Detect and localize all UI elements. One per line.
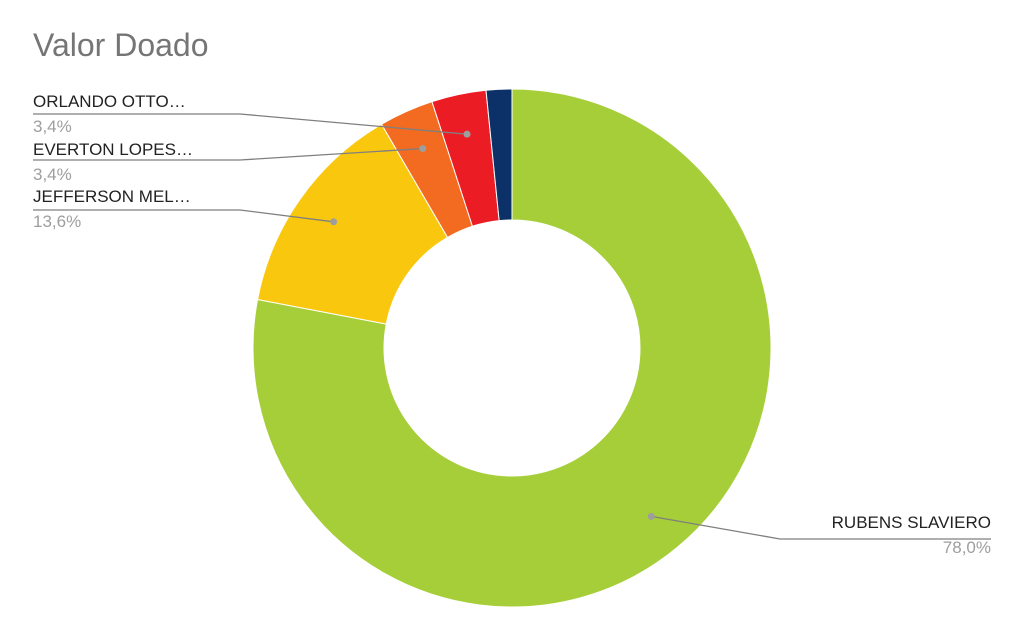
leader-line (651, 515, 991, 540)
leader-dot (647, 512, 655, 520)
pie-slice[interactable] (257, 123, 449, 325)
slice-label: EVERTON LOPES… (33, 140, 193, 159)
leader-line (33, 209, 334, 223)
leader-dot (330, 218, 338, 226)
leader-dot (419, 145, 427, 153)
slice-value-label: 78,0% (943, 538, 991, 557)
slices-layer (252, 88, 772, 608)
pie-slice[interactable] (485, 88, 513, 222)
slice-label: JEFFERSON MEL… (33, 187, 191, 206)
slice-label: RUBENS SLAVIERO (832, 513, 991, 532)
leader-dot (463, 130, 471, 138)
slice-value-label: 3,4% (33, 165, 72, 184)
leader-line (33, 113, 468, 135)
labels-layer: RUBENS SLAVIERO 78,0% JEFFERSON MEL… 13,6% E… (33, 92, 991, 557)
pie-slice[interactable] (252, 88, 772, 608)
slice-value-label: 13,6% (33, 212, 81, 231)
slice-value-label: 3,4% (33, 117, 72, 136)
leader-line (33, 147, 423, 161)
chart-title: Valor Doado (33, 27, 209, 63)
slice-label: ORLANDO OTTO… (33, 92, 186, 111)
